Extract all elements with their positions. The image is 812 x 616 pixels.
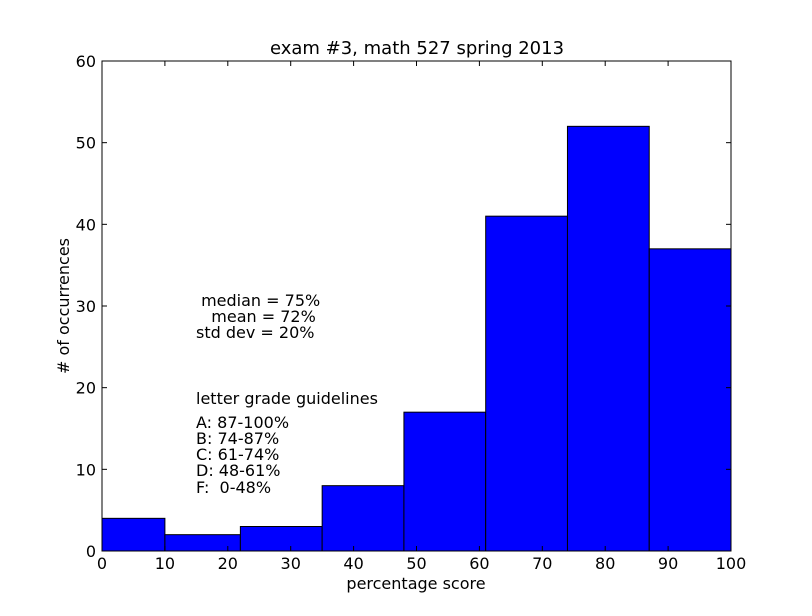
x-tick-label: 100 <box>716 554 747 573</box>
y-tick-label: 40 <box>76 215 96 234</box>
stats-line: std dev = 20% <box>196 323 314 342</box>
chart-title: exam #3, math 527 spring 2013 <box>270 38 564 59</box>
x-tick-label: 70 <box>532 554 552 573</box>
y-axis-label: # of occurrences <box>54 238 73 374</box>
guideline-line: F: 0-48% <box>196 478 271 497</box>
guideline-line: D: 48-61% <box>196 461 281 480</box>
x-tick-label: 40 <box>343 554 363 573</box>
y-tick-label: 10 <box>76 460 96 479</box>
y-tick-label: 60 <box>76 52 96 71</box>
y-tick-label: 0 <box>86 542 96 561</box>
y-tick-label: 30 <box>76 297 96 316</box>
y-tick-label: 20 <box>76 379 96 398</box>
guideline-line: A: 87-100% <box>196 413 289 432</box>
histogram-bar <box>101 517 166 552</box>
x-axis-ticks: 0 10 20 30 40 50 60 70 80 90 100 <box>97 61 746 573</box>
x-tick-label: 20 <box>218 554 238 573</box>
histogram-bar <box>239 526 323 552</box>
x-tick-label: 0 <box>97 554 107 573</box>
guideline-line: C: 61-74% <box>196 445 279 464</box>
histogram-bar <box>648 248 732 552</box>
histogram-bars <box>101 125 732 552</box>
x-tick-label: 10 <box>155 554 175 573</box>
histogram-bar <box>403 411 487 552</box>
grade-guidelines-annotation: letter grade guidelines A: 87-100% B: 74… <box>196 389 378 497</box>
x-tick-label: 30 <box>281 554 301 573</box>
x-tick-label: 60 <box>469 554 489 573</box>
y-axis-ticks: 0 10 20 30 40 50 60 <box>76 52 731 561</box>
histogram-bar <box>566 125 650 552</box>
histogram-bar <box>485 215 568 552</box>
histogram-bar <box>321 485 405 552</box>
guideline-line: B: 74-87% <box>196 429 279 448</box>
y-tick-label: 50 <box>76 134 96 153</box>
guidelines-title: letter grade guidelines <box>196 389 378 408</box>
histogram-bar <box>164 534 241 552</box>
stats-annotation: median = 75% mean = 72% std dev = 20% <box>196 291 320 342</box>
x-axis-label: percentage score <box>346 574 485 593</box>
x-tick-label: 50 <box>406 554 426 573</box>
x-tick-label: 90 <box>658 554 678 573</box>
x-tick-label: 80 <box>595 554 615 573</box>
stats-line: median = 75% <box>196 291 320 310</box>
stats-line: mean = 72% <box>196 307 316 326</box>
